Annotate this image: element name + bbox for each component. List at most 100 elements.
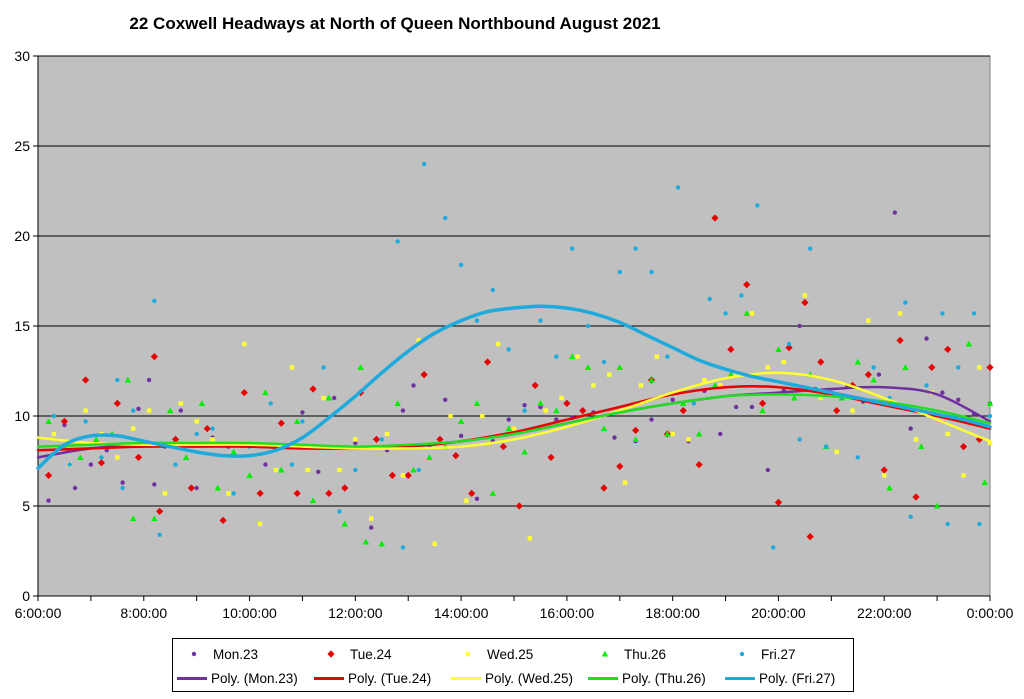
data-point — [774, 498, 783, 506]
legend-line-swatch — [588, 676, 618, 680]
data-point — [395, 239, 400, 244]
x-tick-label: 18:00:00 — [645, 605, 700, 621]
data-point — [277, 419, 285, 427]
data-point — [981, 479, 988, 486]
data-point — [353, 467, 358, 473]
data-point — [309, 385, 317, 393]
data-point — [527, 536, 533, 541]
data-point — [268, 401, 273, 406]
data-point — [341, 520, 348, 527]
data-point — [300, 410, 305, 415]
data-point — [495, 341, 501, 347]
legend-marker-shape — [739, 651, 745, 657]
data-point — [727, 345, 735, 353]
data-point — [538, 318, 543, 323]
y-tick-label: 10 — [14, 408, 30, 424]
data-point — [892, 210, 897, 215]
data-point — [483, 358, 492, 366]
y-tick-label: 5 — [22, 498, 30, 514]
data-point — [785, 344, 793, 352]
data-point — [711, 214, 719, 222]
data-point — [83, 419, 88, 424]
data-point — [986, 363, 994, 371]
legend-marker — [327, 650, 335, 658]
data-point — [293, 418, 301, 424]
data-point — [987, 440, 993, 446]
data-point — [591, 383, 596, 388]
data-point — [51, 413, 57, 419]
data-point — [632, 426, 640, 434]
data-point — [850, 408, 855, 413]
data-point — [120, 485, 125, 491]
data-point — [162, 491, 168, 496]
data-point — [194, 419, 199, 424]
data-point — [457, 418, 465, 424]
data-point — [97, 459, 106, 467]
data-point — [242, 341, 247, 347]
data-point — [60, 417, 69, 425]
data-point — [115, 377, 120, 383]
legend-label: Poly. (Wed.25) — [485, 670, 574, 686]
data-point — [458, 262, 464, 267]
legend-item-series: Wed.25 — [453, 642, 533, 666]
data-point — [337, 467, 342, 473]
data-point — [214, 484, 222, 491]
data-point — [278, 466, 285, 473]
x-tick-label: 12:00:00 — [328, 605, 383, 621]
trendline-poly-wed-25 — [36, 371, 992, 450]
data-point — [120, 480, 125, 485]
y-tick-label: 20 — [14, 228, 30, 244]
data-point — [649, 269, 654, 275]
data-point — [743, 281, 751, 289]
data-point — [924, 383, 929, 388]
data-point — [353, 437, 358, 442]
data-point — [400, 473, 406, 478]
data-point — [743, 310, 750, 316]
data-point — [833, 407, 841, 415]
data-point — [515, 502, 523, 510]
data-point — [670, 431, 675, 437]
data-point — [178, 401, 183, 406]
data-point — [443, 215, 448, 221]
data-point — [617, 269, 622, 275]
data-point — [749, 404, 755, 410]
data-point — [691, 401, 697, 406]
data-point — [67, 462, 72, 467]
data-point — [474, 318, 480, 323]
data-point — [918, 443, 925, 450]
data-point — [257, 521, 263, 527]
data-point — [131, 426, 136, 431]
data-point — [786, 341, 792, 347]
data-point — [956, 397, 961, 402]
x-tick-label: 14:00:00 — [434, 605, 489, 621]
data-point — [553, 407, 560, 414]
data-point — [394, 400, 401, 406]
data-point — [72, 485, 78, 491]
data-point — [770, 545, 776, 550]
data-point — [733, 372, 739, 377]
legend-marker-shape — [191, 651, 197, 657]
legend: Mon.23 Tue.24 Wed.25 Thu.26 Fri.27 Poly. (Mo… — [172, 638, 854, 692]
data-point — [802, 293, 808, 298]
legend-item-trendline: Poly. (Wed.25) — [451, 666, 573, 690]
data-point — [146, 377, 152, 383]
data-point — [432, 541, 437, 546]
data-point — [818, 395, 823, 401]
data-point — [880, 466, 888, 474]
data-point — [99, 455, 104, 460]
data-point — [711, 382, 719, 388]
data-point — [987, 413, 993, 419]
data-point — [219, 516, 227, 524]
data-point — [864, 371, 872, 379]
data-point — [115, 455, 120, 460]
data-point — [187, 484, 195, 492]
data-point — [83, 408, 88, 413]
data-point — [801, 299, 809, 307]
data-point — [480, 413, 485, 419]
x-tick-label: 8:00:00 — [120, 605, 167, 621]
data-point — [416, 338, 421, 343]
data-point — [273, 467, 279, 473]
legend-marker-shape — [327, 650, 335, 658]
data-point — [601, 359, 607, 365]
data-point — [289, 365, 295, 370]
